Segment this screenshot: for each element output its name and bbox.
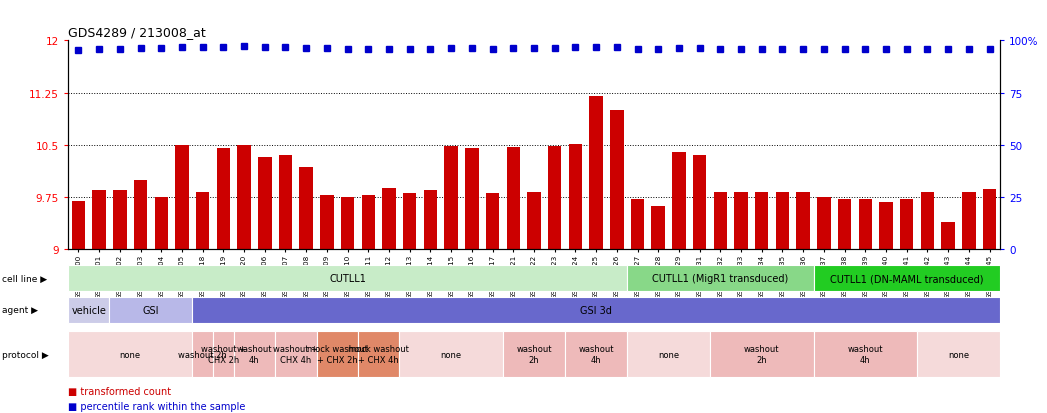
Text: none: none	[658, 350, 680, 358]
Bar	[693, 156, 707, 250]
Bar	[838, 200, 851, 250]
Text: washout
4h: washout 4h	[847, 344, 883, 364]
Bar	[734, 193, 748, 250]
Bar	[917, 331, 1000, 377]
Text: washout +
CHX 4h: washout + CHX 4h	[273, 344, 318, 364]
Text: cell line ▶: cell line ▶	[2, 274, 47, 283]
Bar	[110, 297, 193, 323]
Bar	[900, 199, 913, 250]
Text: CUTLL1 (DN-MAML transduced): CUTLL1 (DN-MAML transduced)	[830, 273, 983, 283]
Bar	[672, 152, 686, 250]
Bar	[193, 297, 1000, 323]
Bar	[610, 111, 624, 250]
Text: protocol ▶: protocol ▶	[2, 350, 49, 358]
Text: washout
2h: washout 2h	[516, 344, 552, 364]
Bar	[213, 331, 233, 377]
Bar	[710, 331, 814, 377]
Bar	[859, 200, 872, 250]
Bar	[444, 146, 458, 250]
Text: none: none	[119, 350, 140, 358]
Bar	[797, 193, 810, 250]
Bar	[68, 265, 627, 292]
Text: washout +
CHX 2h: washout + CHX 2h	[201, 344, 246, 364]
Bar	[776, 193, 789, 250]
Bar	[507, 148, 520, 250]
Bar	[651, 207, 665, 250]
Bar	[814, 331, 917, 377]
Text: washout
4h: washout 4h	[237, 344, 272, 364]
Bar	[258, 158, 271, 250]
Bar	[193, 331, 213, 377]
Bar	[403, 194, 417, 250]
Bar	[196, 193, 209, 250]
Bar	[528, 193, 540, 250]
Bar	[814, 265, 1000, 292]
Bar	[238, 146, 251, 250]
Text: washout
2h: washout 2h	[744, 344, 780, 364]
Bar	[382, 189, 396, 250]
Bar	[548, 147, 561, 250]
Text: mock washout
+ CHX 2h: mock washout + CHX 2h	[307, 344, 367, 364]
Bar	[983, 190, 997, 250]
Bar	[503, 331, 565, 377]
Bar	[279, 156, 292, 250]
Text: mock washout
+ CHX 4h: mock washout + CHX 4h	[349, 344, 409, 364]
Bar	[399, 331, 503, 377]
Text: GSI 3d: GSI 3d	[580, 305, 612, 315]
Bar	[217, 148, 230, 250]
Bar	[341, 198, 354, 250]
Bar	[565, 331, 627, 377]
Bar	[627, 331, 710, 377]
Text: CUTLL1: CUTLL1	[329, 273, 366, 283]
Bar	[755, 193, 768, 250]
Bar	[275, 331, 316, 377]
Bar	[175, 146, 188, 250]
Bar	[817, 198, 830, 250]
Bar	[92, 191, 106, 250]
Bar	[714, 193, 727, 250]
Text: none: none	[441, 350, 462, 358]
Bar	[465, 149, 478, 250]
Text: ■ percentile rank within the sample: ■ percentile rank within the sample	[68, 401, 245, 411]
Text: GSI: GSI	[142, 305, 159, 315]
Bar	[361, 196, 375, 250]
Text: ■ transformed count: ■ transformed count	[68, 387, 171, 396]
Text: vehicle: vehicle	[71, 305, 106, 315]
Bar	[68, 297, 110, 323]
Bar	[113, 191, 127, 250]
Bar	[627, 265, 814, 292]
Bar	[424, 191, 438, 250]
Bar	[630, 199, 644, 250]
Bar	[71, 201, 85, 250]
Bar	[941, 222, 955, 250]
Text: washout
4h: washout 4h	[578, 344, 614, 364]
Bar	[134, 180, 148, 250]
Bar	[879, 203, 893, 250]
Bar	[962, 193, 976, 250]
Text: GDS4289 / 213008_at: GDS4289 / 213008_at	[68, 26, 206, 39]
Text: washout 2h: washout 2h	[178, 350, 227, 358]
Bar	[316, 331, 358, 377]
Bar	[68, 331, 193, 377]
Bar	[320, 196, 334, 250]
Bar	[299, 168, 313, 250]
Text: agent ▶: agent ▶	[2, 306, 38, 315]
Bar	[233, 331, 275, 377]
Text: CUTLL1 (MigR1 transduced): CUTLL1 (MigR1 transduced)	[652, 273, 788, 283]
Bar	[155, 198, 168, 250]
Bar	[920, 193, 934, 250]
Bar	[569, 144, 582, 250]
Bar	[486, 194, 499, 250]
Text: none: none	[948, 350, 970, 358]
Bar	[358, 331, 399, 377]
Bar	[589, 97, 603, 250]
